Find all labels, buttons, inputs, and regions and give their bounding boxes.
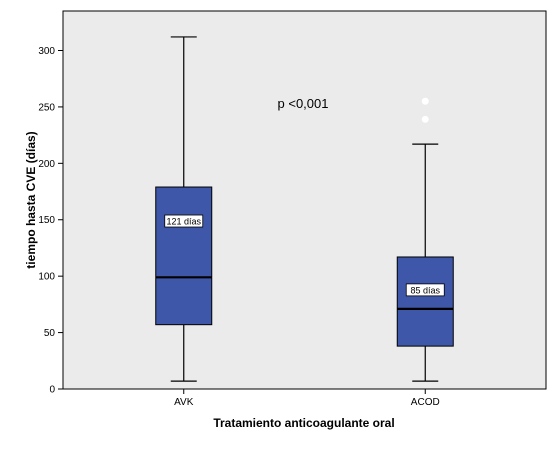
- y-tick-label: 150: [38, 215, 55, 226]
- boxes: 121 días 85 días: [155, 36, 454, 382]
- box-label-bg: [164, 214, 204, 228]
- iqr-box: [396, 256, 454, 347]
- outlier-point: [421, 97, 429, 105]
- x-axis: AVK ACOD: [174, 389, 440, 408]
- box-group-avk: 121 días: [155, 36, 213, 382]
- box-label: 85 días: [410, 285, 440, 295]
- box-group-acod: 85 días: [396, 97, 454, 382]
- y-tick-label: 250: [38, 102, 55, 113]
- y-tick-label: 100: [38, 272, 55, 283]
- y-axis: 0 50 100 150 200 250 300: [38, 46, 63, 396]
- iqr-box: [155, 186, 213, 326]
- y-tick-label: 0: [49, 385, 55, 396]
- x-tick-label: AVK: [174, 397, 194, 408]
- x-axis-title: Tratamiento anticoagulante oral: [213, 416, 394, 430]
- x-tick-label: ACOD: [411, 397, 440, 408]
- y-axis-title: tiempo hasta CVE (días): [24, 131, 38, 268]
- plot-area: [62, 10, 547, 390]
- box-label-bg: [405, 283, 445, 297]
- p-value-annotation: p <0,001: [278, 96, 329, 111]
- outlier-point: [421, 115, 429, 123]
- box-label: 121 días: [166, 217, 201, 227]
- y-tick-label: 50: [44, 328, 56, 339]
- y-tick-label: 300: [38, 46, 55, 57]
- y-tick-label: 200: [38, 159, 55, 170]
